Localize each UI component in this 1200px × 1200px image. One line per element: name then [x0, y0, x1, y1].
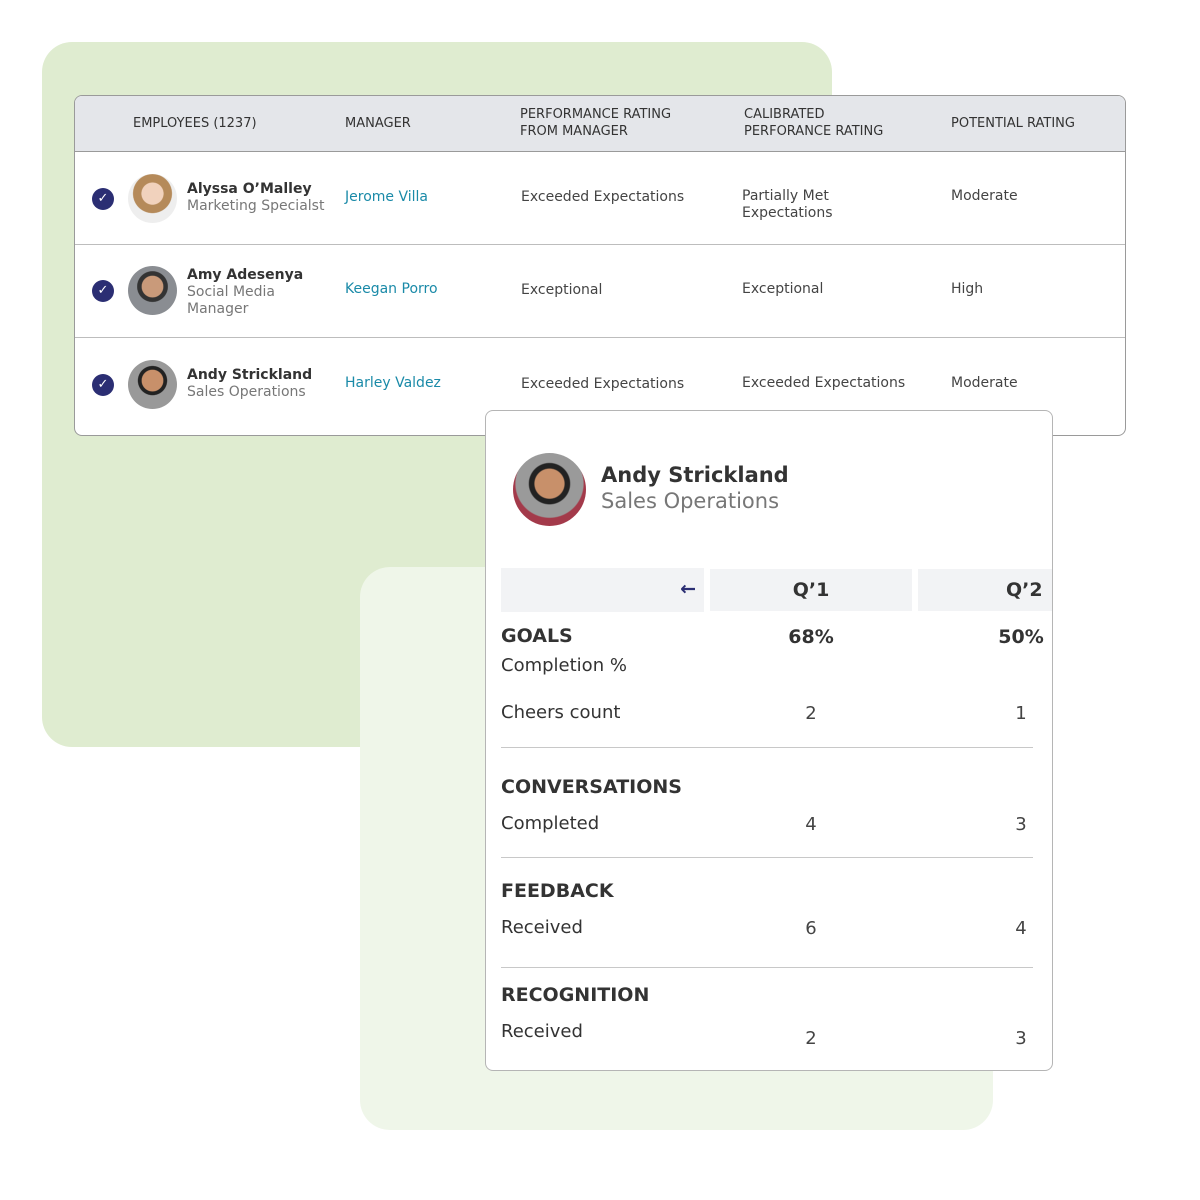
avatar: [513, 453, 586, 526]
arrow-left-icon: ←: [680, 578, 696, 600]
checkbox-checked-icon[interactable]: ✓: [92, 374, 114, 396]
completion-label: Completion %: [501, 655, 627, 676]
section-feedback: FEEDBACK: [501, 880, 614, 902]
performance-rating: Exceeded Expectations: [521, 376, 685, 392]
manager-link[interactable]: Harley Valdez: [345, 375, 441, 391]
table-row[interactable]: ✓ Amy Adesenya Social Media Manager Keeg…: [75, 245, 1125, 338]
employee-role: Sales Operations: [601, 489, 780, 513]
conversations-q1: 4: [805, 814, 817, 835]
cheers-label: Cheers count: [501, 702, 621, 723]
recognition-q1: 2: [805, 1028, 817, 1049]
column-q2: Q’2: [918, 569, 1052, 611]
cheers-q2: 1: [1015, 703, 1027, 724]
performance-rating: Exceptional: [521, 282, 603, 298]
divider: [501, 967, 1033, 968]
employee-role: Sales Operations: [187, 384, 306, 400]
section-recognition: RECOGNITION: [501, 984, 650, 1006]
calibrated-rating: Partially Met Expectations: [742, 188, 833, 221]
table-header: EMPLOYEES (1237) MANAGER PERFORMANCE RAT…: [75, 96, 1125, 152]
section-goals: GOALS: [501, 625, 573, 647]
feedback-q2: 4: [1015, 918, 1027, 939]
employee-name[interactable]: Alyssa O’Malley: [187, 181, 312, 197]
divider: [501, 857, 1033, 858]
performance-rating: Exceeded Expectations: [521, 189, 685, 205]
employee-name[interactable]: Andy Strickland: [187, 367, 313, 383]
potential-rating: High: [951, 281, 984, 297]
potential-rating: Moderate: [951, 188, 1018, 204]
back-button[interactable]: ←: [501, 568, 704, 612]
employee-role: Social Media Manager: [187, 284, 276, 317]
header-employees[interactable]: EMPLOYEES (1237): [133, 116, 257, 131]
divider: [501, 747, 1033, 748]
employee-name[interactable]: Amy Adesenya: [187, 267, 304, 283]
employee-name: Andy Strickland: [601, 463, 789, 487]
manager-link[interactable]: Jerome Villa: [345, 189, 428, 205]
avatar: [128, 266, 177, 315]
conversations-q2: 3: [1015, 814, 1027, 835]
section-conversations: CONVERSATIONS: [501, 776, 682, 798]
potential-rating: Moderate: [951, 375, 1018, 391]
calibrated-rating: Exceeded Expectations: [742, 375, 906, 391]
table-row[interactable]: ✓ Andy Strickland Sales Operations Harle…: [75, 338, 1125, 435]
checkbox-checked-icon[interactable]: ✓: [92, 188, 114, 210]
column-q1: Q’1: [710, 569, 912, 611]
cheers-q1: 2: [805, 703, 817, 724]
avatar: [128, 360, 177, 409]
feedback-label: Received: [501, 917, 583, 938]
goals-q1: 68%: [788, 626, 834, 648]
manager-link[interactable]: Keegan Porro: [345, 281, 438, 297]
avatar: [128, 174, 177, 223]
header-potential[interactable]: POTENTIAL RATING: [951, 116, 1075, 131]
recognition-q2: 3: [1015, 1028, 1027, 1049]
employee-table: EMPLOYEES (1237) MANAGER PERFORMANCE RAT…: [74, 95, 1126, 436]
header-calibrated[interactable]: CALIBRATED PERFORANCE RATING: [744, 107, 884, 139]
recognition-label: Received: [501, 1021, 583, 1042]
goals-q2: 50%: [998, 626, 1044, 648]
employee-role: Marketing Specialst: [187, 198, 325, 214]
employee-detail-card: Andy Strickland Sales Operations ← Q’1 Q…: [485, 410, 1053, 1071]
header-manager[interactable]: MANAGER: [345, 116, 411, 131]
feedback-q1: 6: [805, 918, 817, 939]
checkbox-checked-icon[interactable]: ✓: [92, 280, 114, 302]
header-performance[interactable]: PERFORMANCE RATING FROM MANAGER: [520, 107, 672, 139]
conversations-label: Completed: [501, 813, 600, 834]
calibrated-rating: Exceptional: [742, 281, 824, 297]
table-row[interactable]: ✓ Alyssa O’Malley Marketing Specialst Je…: [75, 152, 1125, 245]
